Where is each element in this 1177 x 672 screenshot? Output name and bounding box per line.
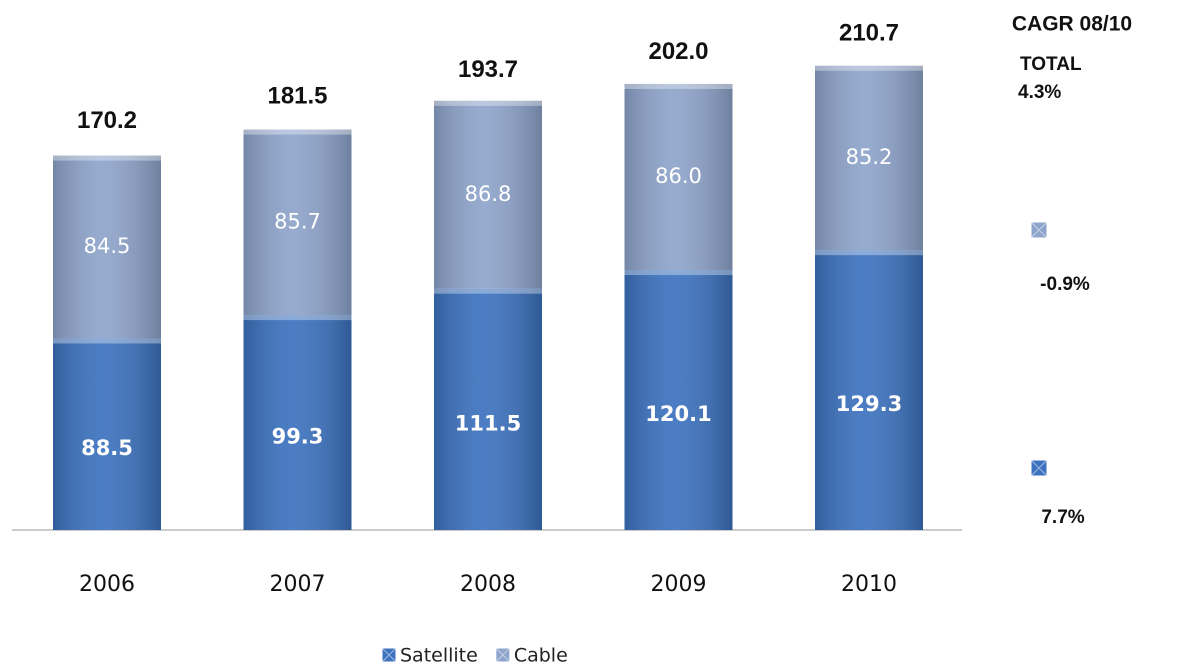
data-label: 129.3 (836, 392, 902, 416)
bar-shade (243, 129, 352, 316)
data-label: 99.3 (272, 425, 324, 449)
bar-cap (53, 155, 161, 161)
bar-shade (434, 288, 542, 530)
data-label: 88.5 (81, 436, 133, 460)
bar-cap (434, 100, 542, 106)
x-tick-label: 2006 (79, 572, 135, 597)
x-tick-label: 2008 (460, 572, 516, 597)
satellite-cagr: 7.7% (1041, 507, 1084, 528)
total-cagr: 4.3% (1018, 82, 1061, 103)
data-label: 85.7 (274, 209, 321, 233)
total-label: TOTAL (1020, 54, 1082, 75)
legend-label: Satellite (400, 645, 478, 667)
total-label: 210.7 (839, 19, 899, 46)
swatch-cross (381, 647, 397, 663)
bar-shade (815, 65, 923, 251)
x-tick-label: 2010 (841, 572, 897, 597)
bar-shade (53, 338, 161, 530)
bar-cap (815, 65, 923, 71)
total-label: 181.5 (267, 83, 327, 110)
bar-shade (243, 315, 352, 530)
swatch-cross (1030, 221, 1048, 239)
swatch-cross (495, 647, 511, 663)
cagr-title: CAGR 08/10 (1012, 13, 1132, 36)
data-label: 120.1 (645, 402, 711, 426)
bar-shade (624, 83, 733, 271)
bar-cap (624, 270, 733, 276)
legend-label: Cable (514, 645, 568, 667)
bar-cap (243, 315, 352, 321)
data-label: 84.5 (84, 234, 131, 258)
data-label: 85.2 (846, 145, 893, 169)
bar-shade (434, 100, 542, 289)
data-label: 111.5 (455, 411, 521, 435)
total-label: 170.2 (77, 107, 137, 134)
total-label: 193.7 (458, 56, 518, 83)
total-label: 202.0 (648, 38, 708, 65)
x-tick-label: 2007 (270, 572, 326, 597)
x-tick-label: 2009 (651, 572, 707, 597)
cable-cagr: -0.9% (1040, 274, 1090, 295)
bar-cap (815, 250, 923, 256)
data-label: 86.0 (655, 164, 702, 188)
bar-cap (53, 338, 161, 344)
bar-cap (243, 129, 352, 135)
bar-shade (624, 270, 733, 530)
bar-cap (624, 83, 733, 89)
bar-shade (815, 250, 923, 531)
data-label: 86.8 (465, 182, 512, 206)
bar-cap (434, 288, 542, 294)
swatch-cross (1030, 459, 1048, 477)
bar-shade (53, 155, 161, 339)
